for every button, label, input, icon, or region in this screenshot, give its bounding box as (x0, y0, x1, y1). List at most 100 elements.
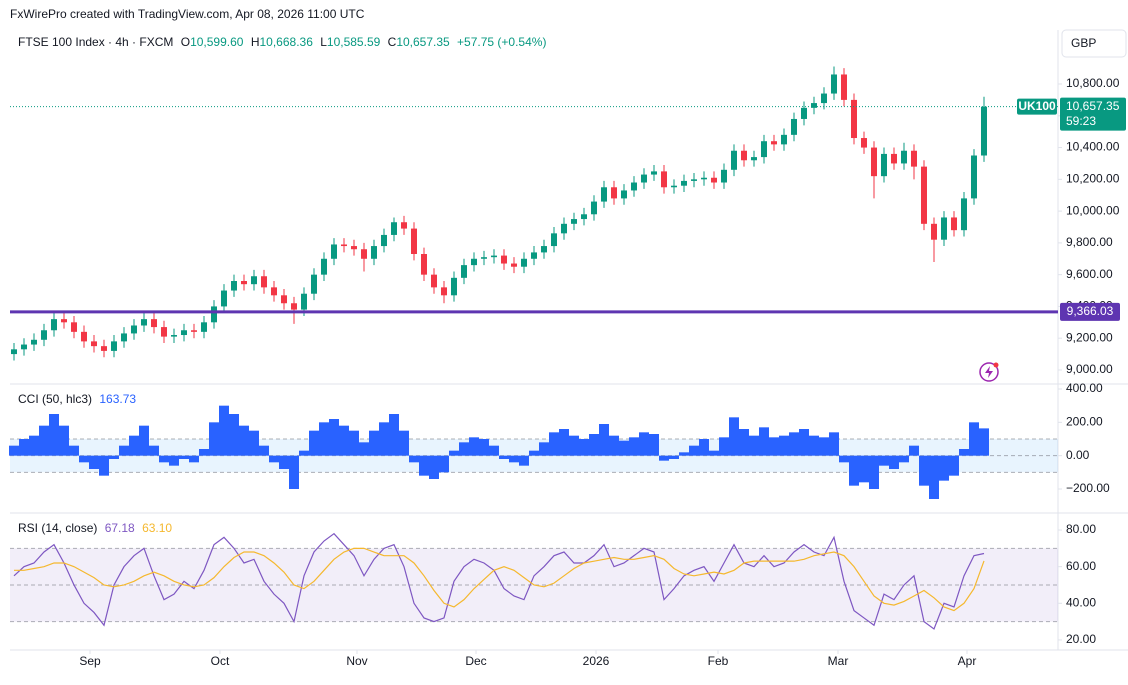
candle-body (171, 335, 177, 337)
y-tick-label: 200.00 (1066, 415, 1103, 429)
indicator-line (13, 532, 985, 630)
candle-body (131, 325, 137, 334)
rsi-ma-value: 63.10 (142, 521, 172, 535)
candle-body (601, 187, 607, 202)
alert-circle[interactable] (979, 362, 999, 382)
y-tick-label: 10,200.00 (1066, 172, 1120, 186)
candle-body (891, 153, 897, 164)
alert-bolt[interactable] (985, 366, 993, 378)
cci-bar (969, 422, 979, 456)
level-tag (1060, 302, 1120, 321)
cci-bar (239, 425, 249, 456)
rsi-legend: RSI (14, close) 67.18 63.10 (18, 521, 172, 535)
currency[interactable]: GBP (1071, 36, 1096, 50)
cci-bar (739, 429, 749, 456)
ohlc-value: 10,657.35 (396, 35, 450, 49)
cci-bar (949, 455, 959, 476)
cci-bar (679, 452, 689, 456)
candle-body (391, 222, 397, 235)
y-tick-label: 20.00 (1066, 632, 1096, 646)
candle-body (531, 252, 537, 259)
candle-body (791, 118, 797, 135)
candle-body (431, 274, 437, 288)
candle-body (181, 330, 187, 336)
x-tick-label: Oct (211, 654, 230, 668)
candle-body (71, 322, 77, 332)
cci-bar (769, 437, 779, 456)
candle-body (401, 222, 407, 229)
candle-body (321, 258, 327, 275)
cci-bar (669, 455, 679, 459)
candle-body (221, 290, 227, 307)
candle-body (61, 319, 67, 323)
cci-bar (719, 437, 729, 456)
cci-bar (639, 432, 649, 456)
candle-body (831, 74, 837, 94)
cci-bar (299, 450, 309, 456)
candle-body (311, 274, 317, 294)
currency-button[interactable] (1061, 29, 1127, 58)
candle-body (301, 293, 307, 310)
y-tick-label: 10,800.00 (1066, 76, 1120, 90)
candle-body (101, 346, 107, 351)
cci-bar (449, 450, 459, 456)
cci-bar (849, 455, 859, 486)
cci-title: CCI (50, hlc3) (18, 392, 92, 406)
candle-body (471, 258, 477, 266)
cci-bar (599, 424, 609, 456)
cci-bar (149, 445, 159, 456)
candle-body (921, 166, 927, 224)
candle-body (371, 246, 377, 259)
candle-body (741, 150, 747, 161)
cci-bar (209, 422, 219, 456)
alert-icon[interactable] (979, 362, 999, 382)
candle-body (151, 319, 157, 328)
ohlc-key: H (251, 35, 260, 49)
candle-body (731, 150, 737, 170)
cci-bar (559, 429, 569, 456)
cci-bar (69, 445, 79, 456)
cci-bar (59, 425, 69, 456)
y-tick-label: 0.00 (1066, 448, 1090, 462)
cci-bar (689, 445, 699, 456)
x-tick-label: Nov (346, 654, 367, 668)
candle-body (271, 287, 277, 296)
candle-body (11, 349, 17, 355)
cci-bar (489, 445, 499, 456)
candle-body (51, 319, 57, 331)
cci-bar (179, 455, 189, 459)
alert-dot[interactable] (993, 362, 999, 368)
cci-bar (869, 455, 879, 489)
cci-bar (859, 455, 869, 483)
cci-bar (469, 437, 479, 456)
candle-body (91, 341, 97, 347)
candle-body (981, 106, 987, 156)
candle-body (241, 281, 247, 285)
cci-bar (529, 450, 539, 456)
cci-bar (939, 455, 949, 481)
candle-body (631, 182, 637, 191)
cci-bar (409, 455, 419, 463)
cci-bar (589, 434, 599, 456)
cci-bar (309, 430, 319, 456)
y-tick-label: 9,000.00 (1066, 362, 1113, 376)
y-tick-label: 40.00 (1066, 595, 1096, 609)
candle-body (541, 246, 547, 253)
candle-body (871, 147, 877, 177)
cci-bar (909, 445, 919, 456)
y-tick-label: −200.00 (1066, 481, 1110, 495)
cci-bar (709, 450, 719, 456)
candle-body (81, 331, 87, 342)
candle-body (771, 141, 777, 145)
cci-bar (339, 425, 349, 456)
indicator-line (14, 547, 985, 612)
ohlc-key: C (388, 35, 397, 49)
candle-body (751, 157, 757, 161)
cci-bar (519, 455, 529, 466)
cci-bar (109, 455, 119, 459)
candle-body (231, 281, 237, 291)
rsi-title: RSI (14, close) (18, 521, 97, 535)
candle-body (191, 330, 197, 332)
candle-body (211, 306, 217, 323)
candle-body (351, 246, 357, 250)
